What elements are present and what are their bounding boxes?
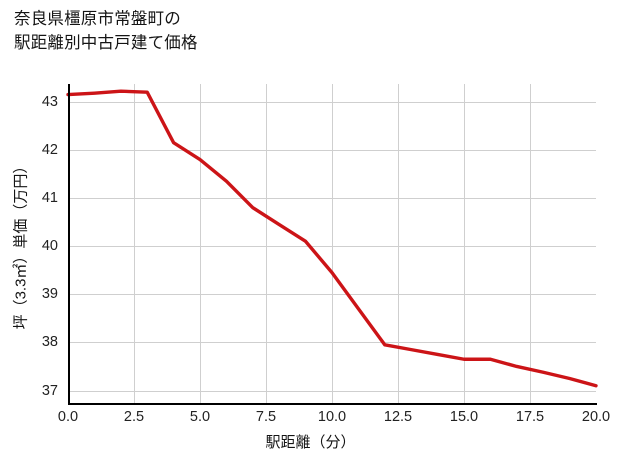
x-tick-label-17.5: 17.5 xyxy=(515,409,545,425)
x-tick-label-12.5: 12.5 xyxy=(383,409,413,425)
gridline-x-10.0 xyxy=(332,84,333,404)
series-line-坪単価 xyxy=(66,89,598,388)
y-tick-label-42: 42 xyxy=(41,141,58,158)
x-tick-label-5.0: 5.0 xyxy=(189,409,211,425)
line-series-chart xyxy=(66,89,598,388)
x-tick-label-20.0: 20.0 xyxy=(581,409,611,425)
x-tick-label-2.5: 2.5 xyxy=(123,409,145,425)
gridline-x-5.0 xyxy=(200,84,201,404)
gridline-x-17.5 xyxy=(530,84,531,404)
y-tick-label-37: 37 xyxy=(41,382,58,399)
y-tick-label-39: 39 xyxy=(41,286,58,303)
x-tick-label-0.0: 0.0 xyxy=(57,409,79,425)
y-tick-label-38: 38 xyxy=(41,334,58,351)
y-tick-label-40: 40 xyxy=(41,238,58,255)
gridline-x-15.0 xyxy=(464,84,465,404)
y-axis-spine xyxy=(68,84,70,405)
plot-area xyxy=(68,84,596,404)
gridline-x-12.5 xyxy=(398,84,399,404)
y-tick-label-41: 41 xyxy=(41,190,58,207)
y-tick-label-43: 43 xyxy=(41,93,58,110)
page-title: 奈良県橿原市常盤町の 駅距離別中古戸建て価格 xyxy=(14,10,198,52)
y-axis-title: 坪（3.3㎡）単価（万円） xyxy=(12,158,30,330)
x-tick-label-15.0: 15.0 xyxy=(449,409,479,425)
x-axis-spine xyxy=(68,403,597,405)
gridline-x-7.5 xyxy=(266,84,267,404)
x-tick-label-10.0: 10.0 xyxy=(317,409,347,425)
x-axis-title: 駅距離（分） xyxy=(265,434,356,451)
x-tick-label-7.5: 7.5 xyxy=(255,409,277,425)
gridline-x-2.5 xyxy=(134,84,135,404)
y-axis-title-wrap: 坪（3.3㎡）単価（万円） xyxy=(8,84,32,404)
